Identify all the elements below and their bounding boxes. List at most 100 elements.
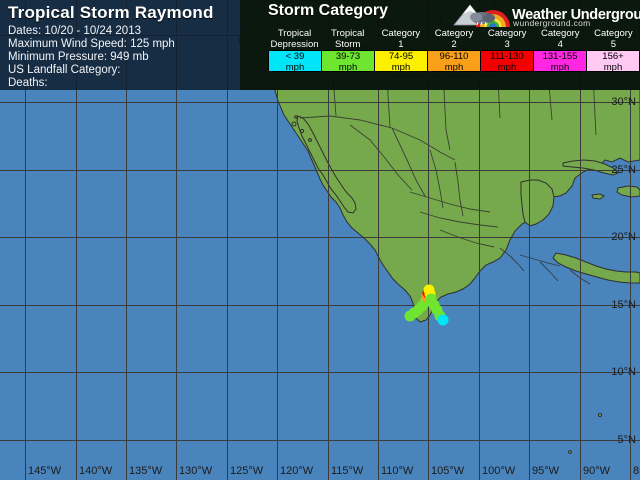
island-dot-b [299,128,305,134]
legend-swatch[interactable]: 156+ mph [587,51,639,73]
legend-category-name-line2: 1 [398,39,404,50]
legend-category-name-line1: Tropical [277,28,312,39]
storm-us-landfall: US Landfall Category: [8,64,121,76]
longitude-tick-label: 125°W [230,465,264,477]
legend-swatch-unit: mph [550,61,570,73]
border-honduras [519,254,561,267]
border-mx-6 [419,211,499,228]
legend-swatch-speed: 39-73 [335,51,361,62]
latitude-tick-label: 30°N [611,96,636,108]
wordmark-text: Weather Underground [512,6,640,23]
longitude-tick-label: 130°W [179,465,213,477]
legend-category-name-line1: Category [594,28,633,39]
border-nicaragua [539,261,559,282]
grid-line-meridian [378,0,379,480]
legend-swatch-speed: 131-155 [542,51,578,62]
legend-color-scale[interactable]: < 39 mph 39-73 mph 74-95 mph 96-110 mph 111-130 m… [268,50,640,72]
weather-underground-url: wunderground.com [513,18,591,28]
legend-category-name-line1: Category [540,28,580,39]
island-dot-f [568,450,572,454]
central-america-isthmus [552,252,640,284]
longitude-tick-label: 120°W [280,465,314,477]
longitude-tick-label: 95°W [532,465,560,477]
longitude-tick-label: 85°W [633,465,640,477]
cuba-island [562,159,619,176]
grid-line-meridian [126,0,127,480]
weather-underground-logo[interactable]: Weather Underground® wunderground.com [452,1,640,28]
grid-line-meridian [428,0,429,480]
page-title: Tropical Storm Raymond [8,3,214,22]
grid-line-meridian [529,0,530,480]
grid-line-meridian [76,0,77,480]
storm-max-wind: Maximum Wind Speed: 125 mph [8,38,175,50]
grid-line-parallel [0,237,640,238]
border-mx-7 [439,229,495,248]
legend-swatch[interactable]: < 39 mph [269,51,322,73]
legend-swatch-speed: 74-95 [388,51,414,62]
storm-deaths: Deaths: [8,77,48,89]
legend-swatch-unit: mph [603,61,623,73]
border-guatemala [499,247,525,272]
longitude-tick-label: 145°W [28,465,62,477]
legend-category-name-line2: 3 [504,39,510,50]
storm-dates: Dates: 10/20 - 10/24 2013 [8,25,141,37]
hispaniola-island [616,185,640,198]
grid-line-meridian [227,0,228,480]
legend-swatch[interactable]: 74-95 mph [375,51,428,72]
legend-category-name-line1: Category [434,28,474,39]
legend-swatch-unit: mph [444,61,464,73]
latitude-tick-label: 10°N [611,366,636,378]
legend-swatch-speed: < 39 [285,51,305,62]
grid-line-meridian [328,0,329,480]
legend-swatch[interactable]: 96-110 mph [428,51,481,73]
legend-swatch[interactable]: 111-130 mph [481,51,534,73]
legend-category-heading: Category 5 [587,28,640,50]
legend-swatch-unit: mph [285,61,305,73]
border-mx-1 [349,124,413,191]
grid-line-parallel [0,440,640,441]
border-mx-4 [454,161,464,217]
grid-line-meridian [580,0,581,480]
legend-category-name-line2: Depression [270,39,319,50]
longitude-tick-label: 105°W [431,465,465,477]
border-mx-5 [409,191,491,213]
grid-line-meridian [479,0,480,480]
longitude-tick-label: 115°W [331,465,364,477]
longitude-tick-label: 140°W [79,465,113,477]
legend-category-heading: Category 4 [534,28,587,50]
legend-category-heading: Category 3 [481,28,534,50]
longitude-tick-label: 110°W [381,465,414,477]
storm-category-legend: Storm Category Weather U [240,0,640,90]
mountain-rainbow-rain-icon [453,4,510,27]
grid-line-meridian [277,0,278,480]
legend-category-name-line1: Category [487,28,527,39]
border-mx-2 [391,127,426,197]
legend-category-name-line2: 5 [610,39,617,50]
grid-line-parallel [0,102,640,103]
legend-category-name-line2: 2 [451,39,457,50]
grid-line-meridian [176,0,177,480]
legend-category-heading: Tropical Storm [321,28,374,50]
storm-info-panel: Tropical Storm Raymond Dates: 10/20 - 10… [0,0,240,90]
latitude-tick-label: 20°N [611,231,636,243]
legend-swatch-speed: 96-110 [439,51,469,62]
legend-swatch-speed: 111-130 [490,51,524,62]
legend-swatch-unit: mph [338,61,358,73]
jamaica-island [591,193,605,200]
legend-category-heading: Category 1 [374,28,427,50]
latitude-tick-label: 25°N [611,164,636,176]
legend-swatch[interactable]: 39-73 mph [322,51,375,73]
legend-category-headings: Tropical Depression Tropical Storm Category 1… [268,28,640,50]
longitude-tick-label: 90°W [583,465,611,477]
island-dot-e [598,413,602,417]
legend-swatch[interactable]: 131-155 mph [534,51,587,73]
island-dot-c [308,138,312,142]
legend-swatch-unit: mph [497,61,517,73]
legend-swatch-speed: 156+ [602,51,624,62]
island-dot-d [294,115,298,119]
legend-category-heading: Tropical Depression [268,28,321,50]
latitude-tick-label: 5°N [617,434,636,446]
longitude-tick-label: 135°W [129,465,163,477]
legend-category-name-line2: 4 [557,39,563,50]
